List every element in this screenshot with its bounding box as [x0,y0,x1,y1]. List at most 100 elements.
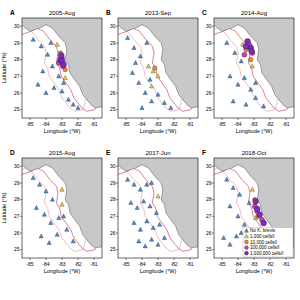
station-point [249,48,255,54]
station-point [247,201,251,205]
x-tick-label: -85 [26,121,33,127]
station-point [257,212,263,218]
station-point [31,176,35,180]
x-tick-label: -84 [138,261,145,267]
map-layer [22,18,102,111]
y-tick-label: 29 [206,40,212,46]
x-tick-label: -83 [250,261,257,267]
y-tick-label: 30 [206,163,212,169]
x-tick-label: -81 [282,261,289,267]
station-point [150,84,154,88]
x-tick-label: -82 [266,121,273,127]
points [126,36,173,110]
station-point [228,242,232,246]
y-tick-label: 29 [14,40,20,46]
y-tick [212,166,214,167]
station-point [66,97,70,101]
station-point [150,181,154,185]
y-tick [116,249,118,250]
station-point [228,204,232,208]
station-point [162,101,166,105]
y-tick-label: 28 [110,56,116,62]
station-point [250,187,254,191]
station-point [238,192,242,196]
station-point [249,87,253,91]
frame [22,158,102,258]
panel-letter: C [202,9,207,16]
y-tick-label: 27 [14,213,20,219]
y-tick [116,233,118,234]
panel-title: 2018-Oct [242,150,267,156]
y-tick-label: 28 [14,196,20,202]
legend-marker [245,240,249,244]
x-tick-label: -83 [250,121,257,127]
x-tick-label: -81 [282,121,289,127]
x-tick-label: -85 [122,261,129,267]
station-point [42,212,46,216]
station-point [49,221,53,225]
y-tick-label: 26 [110,90,116,96]
panel-title: 2017-Jun [145,150,170,156]
station-point [154,211,158,215]
x-tick-label: -82 [74,261,81,267]
x-tick-label: -83 [154,121,161,127]
station-point [49,41,53,45]
y-tick-label: 25 [110,106,116,112]
station-point [156,74,160,78]
station-point [239,59,243,63]
station-point [39,44,43,48]
station-point [253,198,259,204]
station-point [140,106,144,110]
legend-marker [245,234,249,238]
y-tick [116,109,118,110]
station-point [254,206,260,212]
station-point [34,206,38,210]
x-tick-label: -84 [42,121,49,127]
station-point [261,220,267,226]
station-point [126,177,130,181]
y-tick [116,76,118,77]
frame [214,158,294,258]
x-tick-label: -81 [90,121,97,127]
station-point [46,52,50,56]
station-point [65,227,69,231]
land [22,18,102,108]
station-point [148,204,152,208]
frame [22,18,102,118]
panel-title: 2015-Aug [49,150,75,156]
station-point [63,76,67,80]
x-tick-label: -82 [74,121,81,127]
y-tick-label: 29 [110,40,116,46]
y-tick-label: 26 [14,90,20,96]
panel-letter: A [10,9,15,16]
station-point [135,206,139,210]
station-point [71,239,75,243]
legend-label: 1,000 cells/l [250,234,274,239]
panel-title: 2014-Aug [241,10,267,16]
y-tick [212,93,214,94]
legend-box [243,228,293,258]
y-tick [116,43,118,44]
y-tick [116,59,118,60]
x-tick-label: -85 [218,261,225,267]
points [126,177,167,248]
y-tick-label: 28 [206,196,212,202]
y-tick [212,233,214,234]
x-tick-label: -82 [170,121,177,127]
legend-marker [245,229,249,233]
station-point [231,186,235,190]
y-tick-label: 25 [14,246,20,252]
station-point [41,69,45,73]
y-tick-label: 25 [14,106,20,112]
station-point [44,91,48,95]
station-point [132,46,136,50]
station-point [62,81,66,85]
station-point [31,37,35,41]
panel-title: 2005-Aug [49,10,75,16]
y-tick [116,183,118,184]
station-point [138,54,142,58]
panel: -85-84-83-82-81252627282930C2014-AugLong… [177,1,300,133]
y-tick-label: 26 [14,230,20,236]
y-tick-label: 27 [14,73,20,79]
station-point [132,221,136,225]
